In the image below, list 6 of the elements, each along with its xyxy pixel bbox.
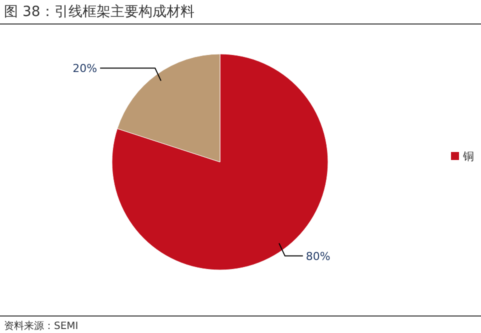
legend-label: 铜 (462, 150, 474, 163)
pie-slice (112, 54, 328, 270)
chart-title: 图 38：引线框架主要构成材料 (4, 4, 194, 20)
data-label: 20% (72, 62, 98, 76)
data-label: 80% (306, 250, 330, 263)
text: 资料来源：SEMI (4, 320, 78, 332)
